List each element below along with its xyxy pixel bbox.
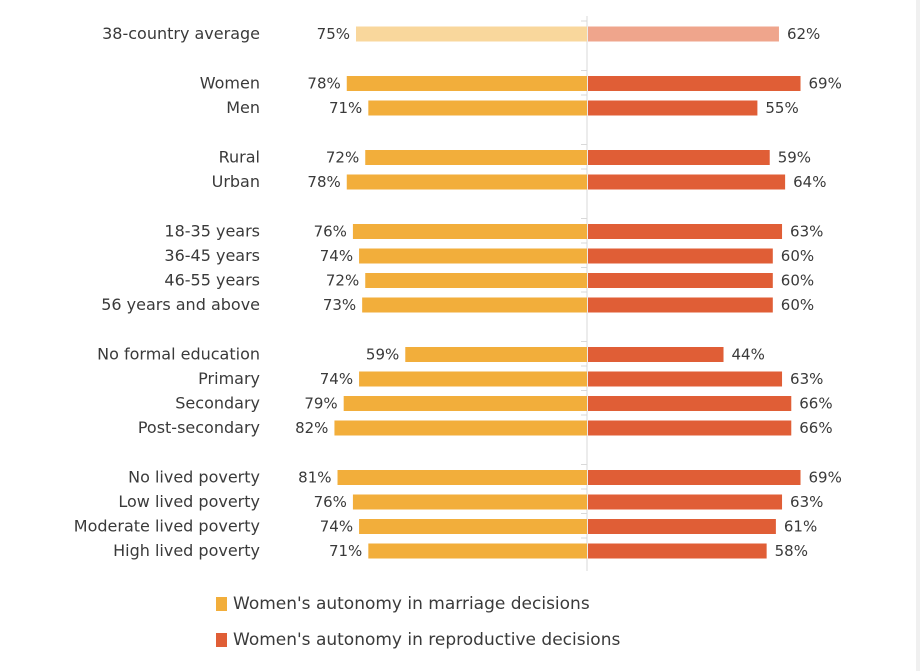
- reproductive-value-label-56-years-and-above: 60%: [781, 296, 814, 314]
- reproductive-bar-46-55-years: [588, 273, 773, 288]
- category-label-46-55-years: 46-55 years: [164, 271, 260, 290]
- marriage-bar-38-country-average: [356, 26, 587, 42]
- marriage-bar-women: [346, 76, 587, 91]
- marriage-value-label-secondary: 79%: [304, 395, 337, 413]
- reproductive-bar-moderate-lived-poverty: [588, 519, 776, 534]
- reproductive-bar-primary: [588, 371, 783, 387]
- reproductive-bar-rural: [588, 150, 770, 165]
- marriage-bar-56-years-and-above: [362, 297, 587, 313]
- legend-label-reproductive: Women's autonomy in reproductive decisio…: [233, 630, 621, 650]
- marriage-value-label-high-lived-poverty: 71%: [329, 542, 362, 560]
- legend-item-marriage: Women's autonomy in marriage decisions: [216, 594, 590, 614]
- legend-item-reproductive: Women's autonomy in reproductive decisio…: [216, 630, 620, 650]
- marriage-value-label-rural: 72%: [326, 149, 359, 167]
- window-edge: [916, 0, 920, 671]
- category-label-high-lived-poverty: High lived poverty: [113, 541, 260, 560]
- marriage-value-label-56-years-and-above: 73%: [323, 296, 356, 314]
- reproductive-value-label-urban: 64%: [793, 173, 826, 191]
- category-label-no-formal-education: No formal education: [97, 345, 260, 364]
- reproductive-bar-men: [588, 100, 758, 116]
- marriage-bar-secondary: [343, 396, 587, 411]
- marriage-bar-men: [368, 100, 587, 116]
- legend-swatch-reproductive: [216, 633, 227, 647]
- reproductive-value-label-post-secondary: 66%: [799, 419, 832, 437]
- reproductive-value-label-low-lived-poverty: 63%: [790, 493, 823, 511]
- category-label-rural: Rural: [219, 148, 260, 167]
- reproductive-bar-38-country-average: [588, 26, 779, 42]
- marriage-bar-moderate-lived-poverty: [359, 519, 587, 534]
- marriage-value-label-primary: 74%: [320, 370, 353, 388]
- category-label-secondary: Secondary: [175, 394, 260, 413]
- category-label-no-lived-poverty: No lived poverty: [128, 468, 260, 487]
- marriage-bar-primary: [359, 371, 587, 387]
- marriage-value-label-moderate-lived-poverty: 74%: [320, 518, 353, 536]
- reproductive-bar-56-years-and-above: [588, 297, 773, 313]
- category-label-moderate-lived-poverty: Moderate lived poverty: [74, 517, 260, 536]
- category-label-18-35-years: 18-35 years: [164, 222, 260, 241]
- legend-label-marriage: Women's autonomy in marriage decisions: [233, 594, 590, 614]
- marriage-value-label-urban: 78%: [307, 173, 340, 191]
- reproductive-value-label-38-country-average: 62%: [787, 25, 820, 43]
- marriage-value-label-men: 71%: [329, 99, 362, 117]
- marriage-value-label-no-lived-poverty: 81%: [298, 469, 331, 487]
- category-label-urban: Urban: [212, 172, 260, 191]
- marriage-bar-46-55-years: [365, 273, 587, 288]
- diverging-bar-chart: 38-country average 75% 62% Women 78% 69% Men 71…: [74, 16, 842, 571]
- reproductive-bar-18-35-years: [588, 224, 783, 239]
- reproductive-bar-no-formal-education: [588, 347, 724, 362]
- reproductive-bar-secondary: [588, 396, 792, 411]
- marriage-value-label-no-formal-education: 59%: [366, 346, 399, 364]
- marriage-bar-no-formal-education: [405, 347, 587, 362]
- marriage-bar-high-lived-poverty: [368, 543, 587, 559]
- marriage-value-label-46-55-years: 72%: [326, 272, 359, 290]
- reproductive-value-label-rural: 59%: [778, 149, 811, 167]
- category-label-post-secondary: Post-secondary: [138, 418, 260, 437]
- reproductive-bar-low-lived-poverty: [588, 494, 783, 510]
- reproductive-value-label-no-formal-education: 44%: [732, 346, 765, 364]
- marriage-value-label-women: 78%: [307, 75, 340, 93]
- marriage-bar-urban: [346, 174, 587, 190]
- reproductive-bar-no-lived-poverty: [588, 470, 801, 485]
- marriage-value-label-18-35-years: 76%: [314, 223, 347, 241]
- reproductive-bar-urban: [588, 174, 786, 190]
- category-label-low-lived-poverty: Low lived poverty: [118, 492, 260, 511]
- reproductive-bar-36-45-years: [588, 248, 773, 264]
- marriage-bar-18-35-years: [352, 224, 587, 239]
- category-label-men: Men: [226, 98, 260, 117]
- category-label-56-years-and-above: 56 years and above: [101, 295, 260, 314]
- reproductive-value-label-men: 55%: [765, 99, 798, 117]
- reproductive-bar-women: [588, 76, 801, 91]
- marriage-value-label-36-45-years: 74%: [320, 247, 353, 265]
- marriage-value-label-post-secondary: 82%: [295, 419, 328, 437]
- reproductive-value-label-primary: 63%: [790, 370, 823, 388]
- reproductive-value-label-no-lived-poverty: 69%: [809, 469, 842, 487]
- marriage-bar-no-lived-poverty: [337, 470, 587, 485]
- marriage-bar-rural: [365, 150, 587, 165]
- marriage-bar-36-45-years: [359, 248, 587, 264]
- marriage-value-label-38-country-average: 75%: [317, 25, 350, 43]
- category-label-38-country-average: 38-country average: [102, 24, 260, 43]
- reproductive-value-label-36-45-years: 60%: [781, 247, 814, 265]
- reproductive-value-label-high-lived-poverty: 58%: [775, 542, 808, 560]
- marriage-bar-low-lived-poverty: [352, 494, 587, 510]
- reproductive-value-label-moderate-lived-poverty: 61%: [784, 518, 817, 536]
- reproductive-bar-post-secondary: [588, 420, 792, 436]
- category-label-primary: Primary: [198, 369, 260, 388]
- marriage-value-label-low-lived-poverty: 76%: [314, 493, 347, 511]
- reproductive-value-label-women: 69%: [809, 75, 842, 93]
- legend-swatch-marriage: [216, 597, 227, 611]
- reproductive-bar-high-lived-poverty: [588, 543, 767, 559]
- category-label-36-45-years: 36-45 years: [164, 246, 260, 265]
- reproductive-value-label-18-35-years: 63%: [790, 223, 823, 241]
- reproductive-value-label-46-55-years: 60%: [781, 272, 814, 290]
- reproductive-value-label-secondary: 66%: [799, 395, 832, 413]
- marriage-bar-post-secondary: [334, 420, 587, 436]
- category-label-women: Women: [200, 74, 260, 93]
